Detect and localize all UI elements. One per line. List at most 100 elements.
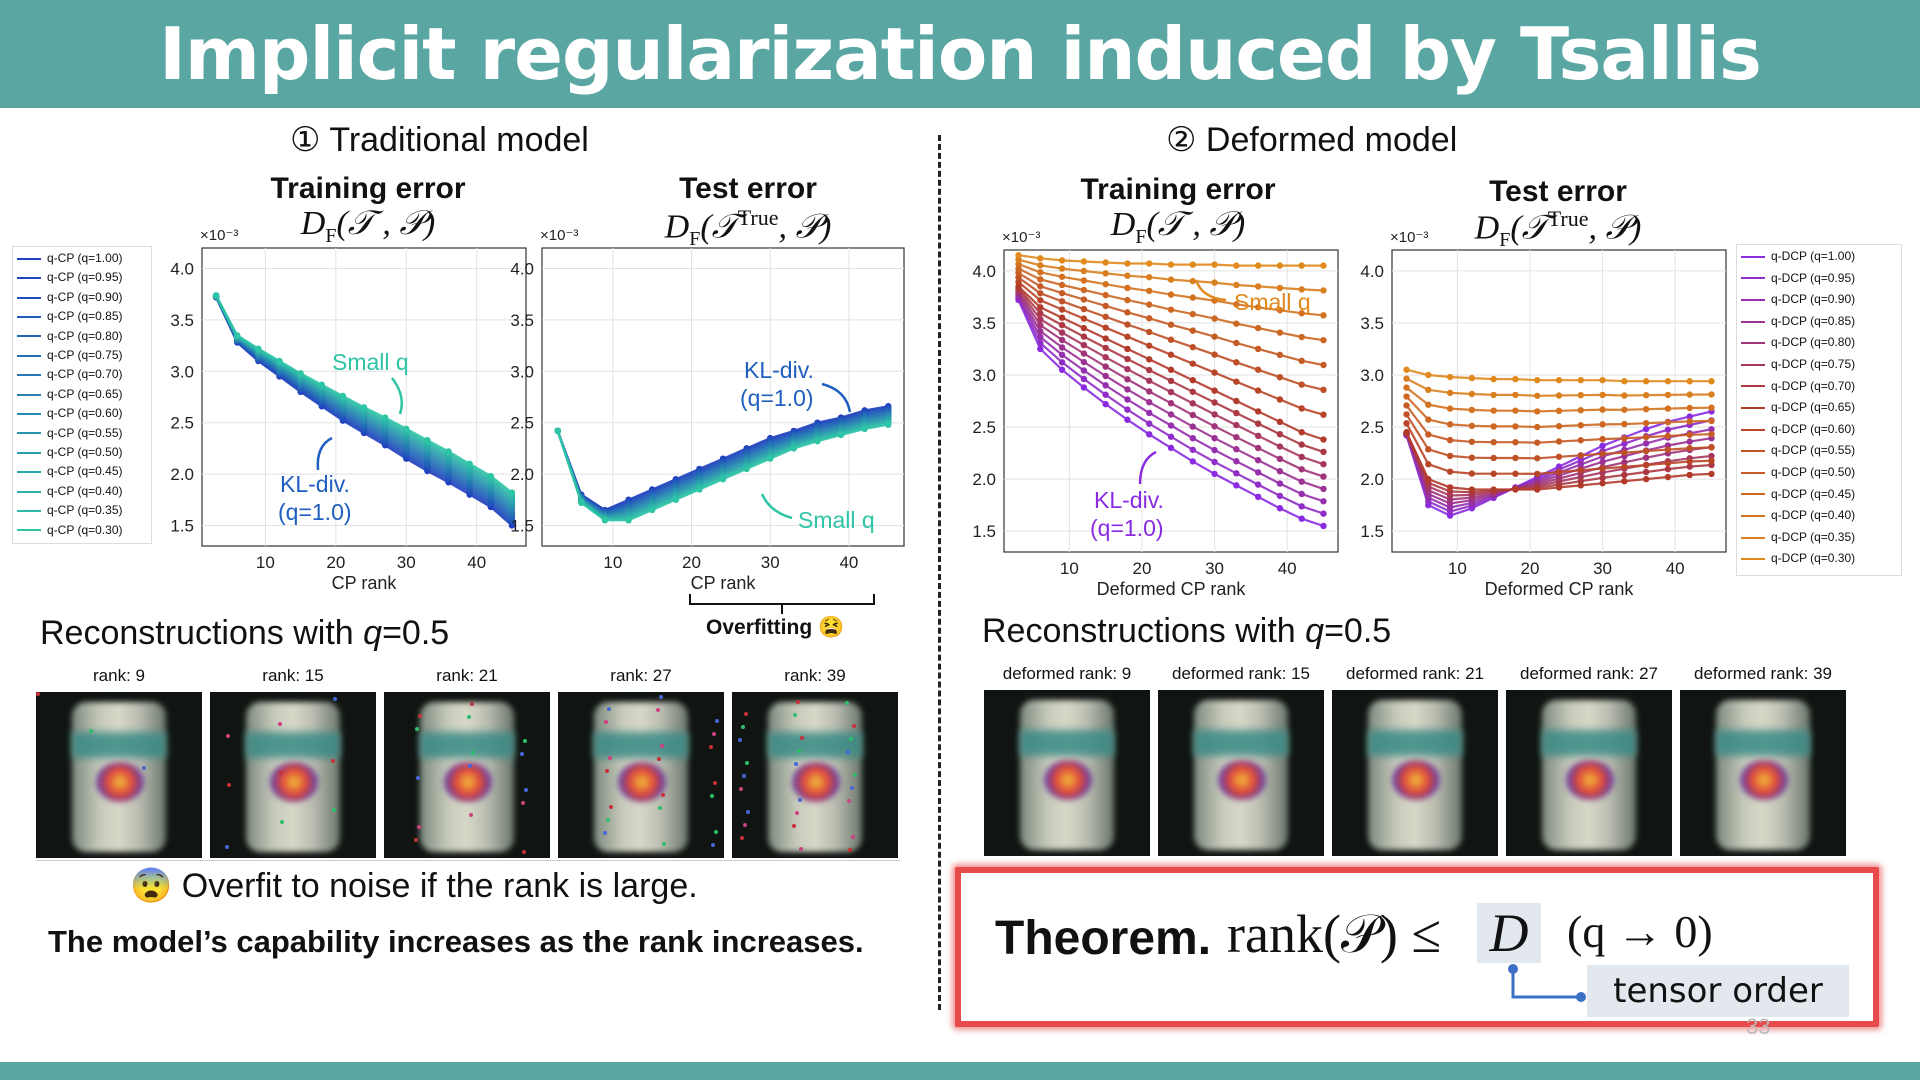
legend-entry: q-DCP (q=0.45) [1741, 487, 1855, 501]
right-test-point [1599, 391, 1606, 399]
noise-dot [469, 813, 473, 817]
annot-left-train-kl: KL-div. [280, 471, 350, 497]
right-train-point [1015, 260, 1022, 268]
right-train-point [1233, 446, 1240, 453]
right-test-point [1577, 407, 1584, 414]
right-test-point [1490, 423, 1497, 430]
legend-swatch [1741, 363, 1765, 366]
legend-swatch [17, 257, 41, 260]
right-train-multiplier: ×10⁻³ [1002, 229, 1040, 246]
right-test-point [1577, 467, 1584, 474]
legend-entry: q-DCP (q=0.75) [1741, 357, 1855, 371]
right-train-point [1320, 361, 1327, 369]
left-test-point [648, 506, 656, 514]
recon-image [1158, 690, 1324, 856]
legend-entry: q-DCP (q=0.70) [1741, 379, 1855, 393]
left-test-point [719, 476, 727, 483]
right-test-point [1490, 454, 1497, 462]
right-train-point [1189, 343, 1196, 351]
right-train-point [1211, 315, 1218, 322]
right-train-point [1276, 284, 1284, 292]
right-train-point [1320, 386, 1327, 394]
right-train-ytick: 3.0 [972, 366, 996, 385]
right-test-point [1512, 439, 1519, 446]
left-train-xtick: 40 [467, 553, 486, 572]
annot-arrow [1138, 450, 1157, 485]
right-train-point [1146, 274, 1153, 281]
noise-dot [416, 776, 420, 780]
noise-dot [741, 725, 745, 729]
noise-dot [522, 850, 526, 854]
noise-dot [745, 761, 749, 765]
recon-tile-label: rank: 9 [93, 666, 145, 685]
right-train-point [1037, 255, 1044, 262]
can-logo [444, 762, 492, 802]
right-train-point [1146, 301, 1153, 308]
right-test-point [1621, 435, 1628, 442]
legend-label: q-DCP (q=0.55) [1771, 443, 1856, 458]
left-test-point [837, 431, 845, 439]
left-train-point [381, 414, 389, 421]
legend-label: q-CP (q=0.45) [47, 464, 123, 479]
right-test-point [1577, 391, 1584, 399]
left-test-frame [541, 247, 905, 547]
right-train-point [1124, 386, 1131, 393]
tensor-order-connector [1508, 964, 1586, 1002]
legend-entry: q-CP (q=0.85) [17, 309, 123, 323]
annot-left-train-smallq: Small q [332, 349, 409, 375]
right-train-point [1167, 261, 1175, 268]
legend-swatch [17, 510, 41, 513]
right-train-point [1146, 356, 1153, 363]
right-train-point [1146, 398, 1153, 406]
right-test-point [1425, 401, 1432, 408]
right-train-point [1298, 478, 1305, 485]
legend-swatch [1741, 255, 1765, 258]
right-train-point [1276, 430, 1284, 438]
noise-dot [795, 811, 799, 815]
legend-cp: q-CP (q=1.00) q-CP (q=0.95) q-CP (q=0.90) q… [12, 246, 152, 544]
right-test-ytick: 3.5 [1360, 314, 1384, 333]
right-test-point [1642, 419, 1650, 427]
right-train-point [1233, 470, 1240, 477]
left-train-point [255, 345, 262, 352]
left-test-ytick: 2.0 [510, 465, 534, 484]
legend-swatch [17, 296, 41, 299]
right-train-point [1276, 480, 1284, 487]
right-train-point [1015, 265, 1022, 272]
legend-entry: q-CP (q=0.35) [17, 503, 123, 517]
right-train-point [1037, 290, 1044, 297]
right-test-point [1534, 486, 1541, 493]
left-test-formula: DF(𝒯True, 𝒫) [664, 205, 832, 251]
right-train-point [1298, 286, 1305, 293]
can-logo [1218, 760, 1266, 800]
left-train-ytick: 2.5 [170, 414, 194, 433]
legend-entry: q-DCP (q=0.30) [1741, 551, 1855, 565]
right-test-point [1642, 454, 1650, 461]
right-train-point [1320, 498, 1327, 505]
right-train-point [1058, 366, 1066, 373]
right-test-point [1403, 411, 1410, 418]
recon-image [1680, 690, 1846, 856]
left-test-ytick: 1.5 [510, 516, 534, 535]
right-test-point [1468, 470, 1476, 477]
right-train-point [1037, 321, 1044, 329]
right-test-point [1468, 438, 1476, 445]
right-train-point [1167, 400, 1175, 407]
right-train-point [1276, 492, 1284, 500]
right-train-point [1233, 409, 1240, 417]
right-train-point [1211, 470, 1218, 478]
left-train-formula: DF(𝒯 , 𝒫) [300, 205, 436, 247]
can-band [72, 732, 166, 758]
right-train-point [1058, 265, 1066, 272]
right-train-point [1102, 313, 1109, 320]
right-train-point [1058, 298, 1066, 305]
noise-dot [609, 805, 613, 809]
right-train-point [1080, 375, 1088, 383]
right-train-point [1015, 256, 1022, 263]
noise-dot [333, 697, 337, 701]
right-train-point [1276, 505, 1284, 512]
right-test-point [1468, 486, 1476, 493]
legend-label: q-DCP (q=0.40) [1771, 508, 1856, 523]
right-train-point [1146, 377, 1153, 384]
left-train-point [234, 332, 241, 339]
